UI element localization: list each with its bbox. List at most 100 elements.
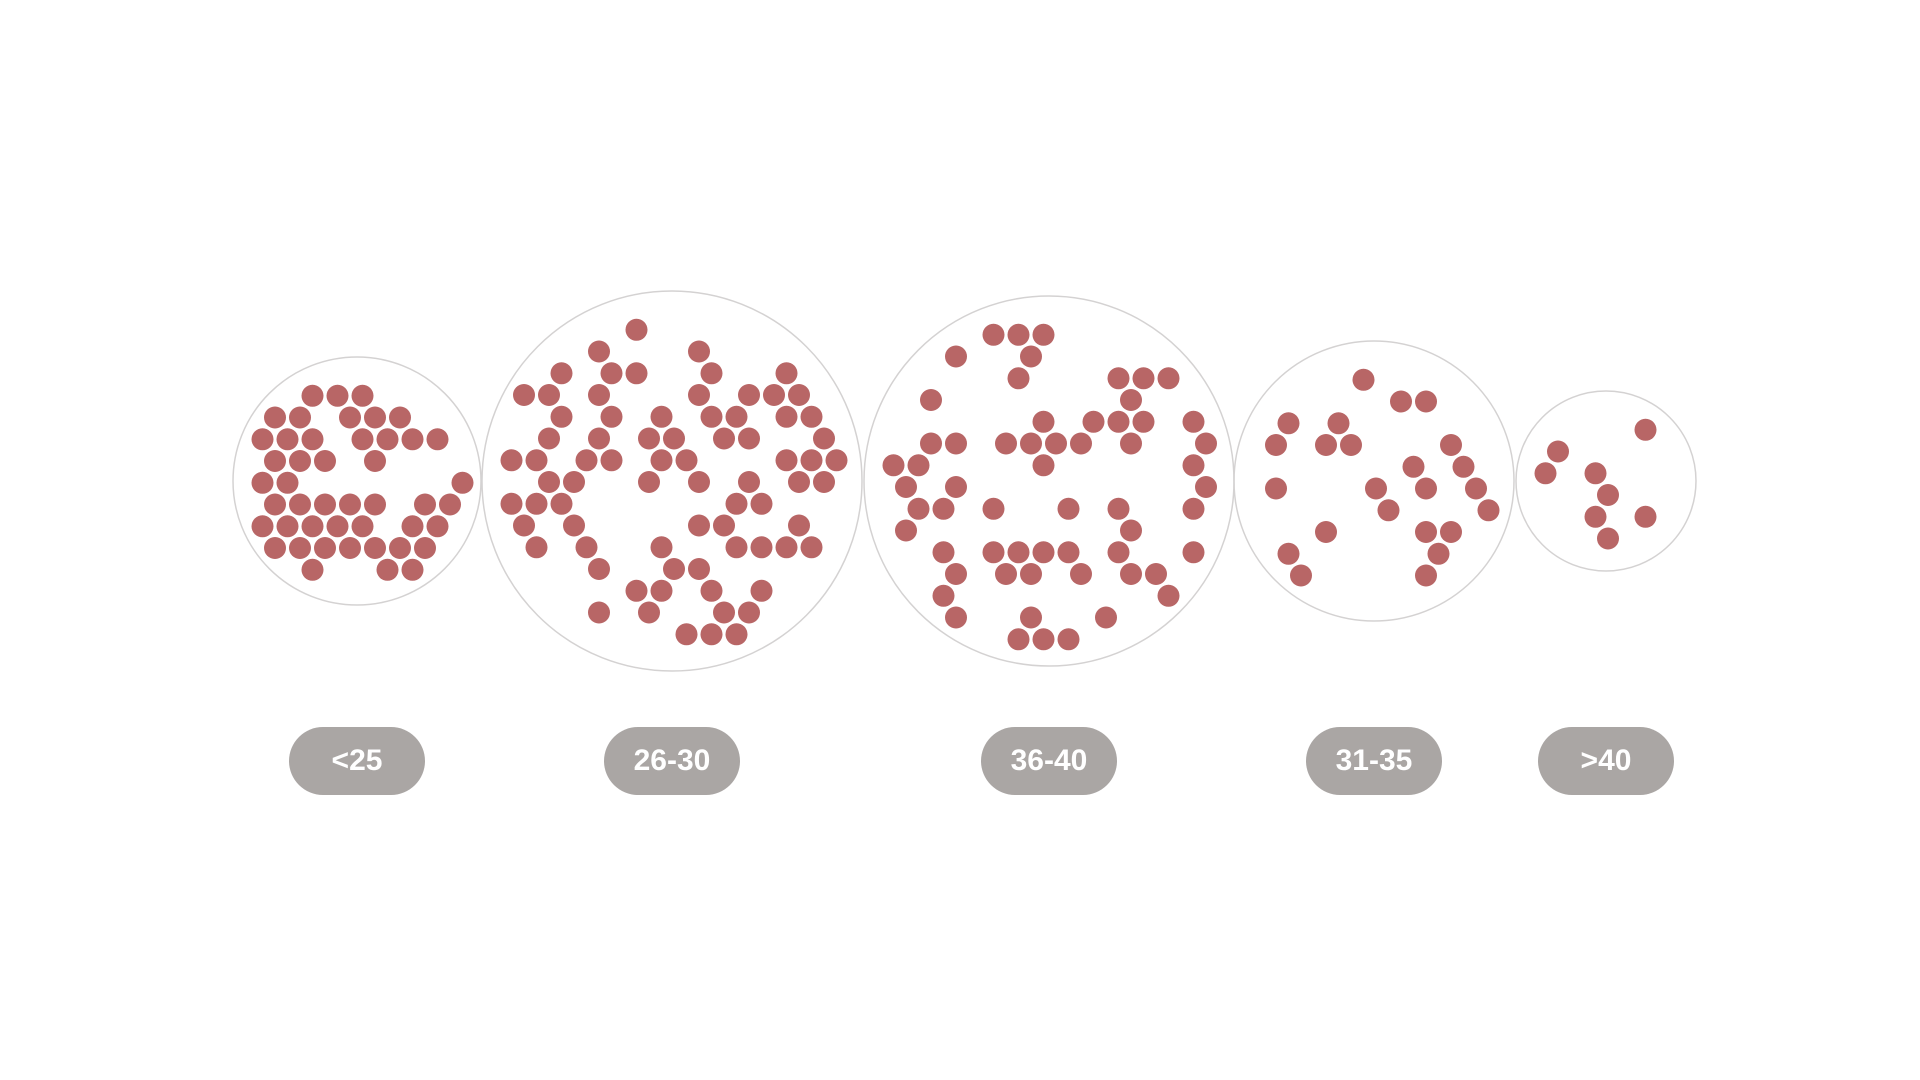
person-dot (932, 541, 955, 564)
person-dot (650, 536, 673, 559)
person-dot (426, 515, 449, 538)
person-dot (738, 601, 760, 624)
person-dot (788, 384, 810, 406)
person-dot (1020, 563, 1042, 585)
person-dot (700, 405, 723, 428)
person-dot (1182, 454, 1205, 477)
person-dot (550, 492, 573, 515)
person-dot (588, 558, 610, 580)
person-dot (895, 476, 917, 498)
person-dot (1082, 410, 1105, 433)
person-dot (1032, 541, 1055, 564)
person-dot (550, 362, 573, 385)
person-dot (1182, 410, 1205, 433)
person-dot (725, 623, 748, 646)
person-dot (1120, 389, 1142, 411)
person-dot (251, 471, 274, 494)
person-dot (1107, 541, 1130, 564)
person-dot (563, 471, 585, 493)
person-dot (750, 579, 773, 602)
person-dot (1440, 521, 1462, 543)
person-dot (1427, 542, 1450, 565)
person-dot (364, 493, 386, 516)
person-dot (638, 427, 660, 450)
person-dot (907, 454, 930, 477)
person-dot (688, 514, 710, 537)
person-dot (1182, 497, 1205, 520)
person-dot (314, 537, 336, 559)
person-dot (276, 428, 299, 451)
person-dot (500, 449, 523, 472)
person-dot (289, 537, 311, 559)
group-label-31-35: 31-35 (1306, 727, 1442, 795)
bubble-outline (1233, 340, 1515, 622)
person-dot (575, 449, 598, 472)
person-dot (982, 497, 1005, 520)
bubble-outline (232, 356, 482, 606)
person-dot (932, 497, 955, 520)
person-dot (907, 497, 930, 520)
person-dot (1477, 499, 1500, 522)
person-dot (251, 515, 274, 538)
person-dot (414, 493, 436, 516)
person-dot (800, 536, 823, 559)
person-dot (314, 493, 336, 516)
person-dot (713, 601, 735, 624)
person-dot (1195, 476, 1217, 498)
person-dot (588, 427, 610, 450)
person-dot (376, 558, 399, 581)
person-dot (264, 406, 286, 429)
person-dot (1032, 410, 1055, 433)
person-dot (788, 471, 810, 493)
person-dot (700, 362, 723, 385)
person-dot (738, 471, 760, 493)
person-dot (1415, 564, 1437, 587)
person-dot (1452, 455, 1475, 478)
person-dot (675, 623, 698, 646)
person-dot (650, 405, 673, 428)
person-dot (364, 537, 386, 559)
person-dot (982, 541, 1005, 564)
person-dot (725, 536, 748, 559)
person-dot (439, 493, 461, 516)
person-dot (813, 427, 835, 450)
person-dot (600, 362, 623, 385)
group-label-under-25: <25 (289, 727, 425, 795)
person-dot (638, 601, 660, 624)
person-dot (401, 515, 424, 538)
person-dot (713, 427, 735, 450)
person-dot (1634, 505, 1657, 528)
person-dot (301, 558, 324, 581)
person-dot (351, 384, 374, 407)
person-dot (1584, 462, 1607, 485)
person-dot (800, 449, 823, 472)
person-dot (1277, 542, 1300, 565)
person-dot (401, 558, 424, 581)
person-dot (1290, 564, 1312, 587)
person-dot (1402, 455, 1425, 478)
person-dot (750, 536, 773, 559)
person-dot (264, 493, 286, 516)
person-dot (1415, 477, 1437, 500)
person-dot (663, 558, 685, 580)
person-dot (1315, 434, 1337, 456)
person-dot (1070, 563, 1092, 585)
person-dot (1032, 323, 1055, 346)
person-dot (339, 406, 361, 429)
person-dot (314, 450, 336, 472)
person-dot (1120, 519, 1142, 542)
person-dot (1020, 606, 1042, 629)
person-dot (1352, 368, 1375, 391)
person-dot (650, 579, 673, 602)
person-dot (351, 515, 374, 538)
person-dot (426, 428, 449, 451)
group-label-over-40: >40 (1538, 727, 1674, 795)
person-dot (738, 384, 760, 406)
person-dot (625, 362, 648, 385)
person-dot (525, 536, 548, 559)
person-dot (932, 584, 955, 607)
bubble-group-4 (1515, 390, 1697, 572)
person-dot (788, 514, 810, 537)
